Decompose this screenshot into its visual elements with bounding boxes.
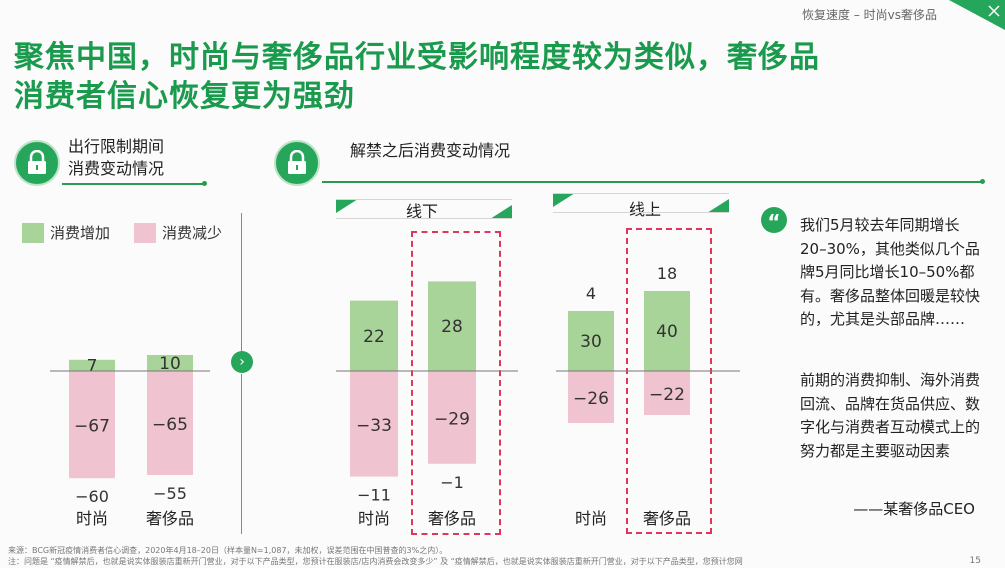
category-label: 时尚	[575, 509, 607, 528]
footer-note: 注：问题是 “疫情解禁后，也就是说实体服装店重新开门营业，对于以下产品类型，您预…	[8, 557, 743, 566]
data-label-net: −11	[357, 486, 391, 505]
corner-decoration	[949, 0, 1005, 30]
bar-increase	[428, 281, 476, 371]
page-number: 15	[969, 556, 981, 566]
section-left-underline	[62, 183, 204, 185]
bar-increase	[350, 300, 398, 371]
bar-decrease	[350, 371, 398, 477]
quote-paragraph-1: 我们5月较去年同期增长20–30%，其他类似几个品牌5月同比增长10–50%都有…	[800, 216, 981, 328]
data-label-increase: 7	[87, 356, 98, 376]
bar-increase	[69, 359, 115, 371]
footer-notes: 来源：BCG新冠疫情消费者信心调查，2020年4月18–20日（样本量N=1,0…	[8, 545, 968, 567]
lock-icon	[14, 140, 60, 186]
bar-decrease	[147, 371, 193, 475]
divider-bottom	[241, 374, 242, 534]
data-label-net: 18	[657, 264, 677, 283]
data-label-net: −55	[153, 484, 187, 503]
data-label-increase: 10	[159, 354, 181, 374]
data-label-decrease: −26	[573, 389, 609, 409]
page-title: 聚焦中国，时尚与奢侈品行业受影响程度较为类似，奢侈品 消费者信心恢复更为强劲	[14, 38, 974, 116]
legend-swatch-increase	[22, 223, 44, 243]
legend-label-decrease: 消费减少	[162, 224, 223, 242]
quote-paragraph-2: 前期的消费抑制、海外消费回流、品牌在货品供应、数字化与消费者互动模式上的努力都是…	[800, 371, 981, 460]
highlight-box-offline-luxury	[411, 231, 501, 535]
bar-decrease	[69, 371, 115, 479]
highlight-box-online-luxury	[626, 228, 712, 534]
lock-icon	[274, 140, 320, 186]
section-left-line2: 消费变动情况	[68, 159, 165, 178]
category-label: 时尚	[76, 509, 108, 528]
data-label-net: −60	[75, 487, 109, 506]
bar-increase	[644, 291, 690, 371]
bar-increase	[147, 355, 193, 371]
bar-increase	[568, 311, 614, 371]
tab-online-frame	[553, 193, 729, 213]
data-label-decrease: −67	[74, 417, 110, 437]
tab-offline-label: 线下	[405, 202, 438, 221]
legend-label-increase: 消费增加	[50, 224, 111, 242]
bar-decrease	[428, 371, 476, 464]
underline-dot	[202, 181, 207, 186]
section-right-underline	[322, 181, 982, 183]
tab-offline-frame	[336, 199, 512, 219]
category-label: 奢侈品	[643, 509, 691, 528]
legend-swatch-decrease	[134, 223, 156, 243]
quote-author: ——某奢侈品CEO	[853, 500, 975, 518]
data-label-net: −1	[440, 473, 464, 492]
chevron-right-icon[interactable]: ›	[231, 351, 253, 373]
category-label: 奢侈品	[146, 509, 194, 528]
quote-icon: “	[761, 207, 787, 234]
data-label-net: 4	[586, 284, 596, 303]
title-line-2: 消费者信心恢复更为强劲	[14, 79, 355, 114]
title-line-1: 聚焦中国，时尚与奢侈品行业受影响程度较为类似，奢侈品	[14, 40, 820, 75]
data-label-decrease: −29	[434, 409, 470, 429]
tab-online-label: 线上	[628, 200, 661, 219]
data-label-increase: 28	[441, 317, 463, 337]
footer-source: 来源：BCG新冠疫情消费者信心调查，2020年4月18–20日（样本量N=1,0…	[8, 546, 448, 555]
section-left-title: 出行限制期间 消费变动情况	[68, 136, 164, 180]
underline-dot	[980, 179, 985, 184]
section-left-line1: 出行限制期间	[68, 137, 165, 156]
data-label-increase: 40	[656, 322, 678, 342]
tab-online-banner	[553, 193, 729, 213]
bar-decrease	[644, 371, 690, 415]
section-right-title: 解禁之后消费变动情况	[350, 141, 511, 160]
data-label-decrease: −33	[356, 416, 392, 436]
data-label-decrease: −22	[649, 385, 685, 405]
data-label-decrease: −65	[152, 415, 188, 435]
breadcrumb: 恢复速度 – 时尚vs奢侈品	[802, 8, 937, 22]
category-label: 奢侈品	[428, 509, 476, 528]
category-label: 时尚	[358, 509, 390, 528]
data-label-increase: 22	[363, 327, 385, 347]
divider-top	[241, 213, 242, 353]
tab-offline-banner	[336, 199, 512, 219]
bar-decrease	[568, 371, 614, 423]
data-label-increase: 30	[580, 332, 602, 352]
